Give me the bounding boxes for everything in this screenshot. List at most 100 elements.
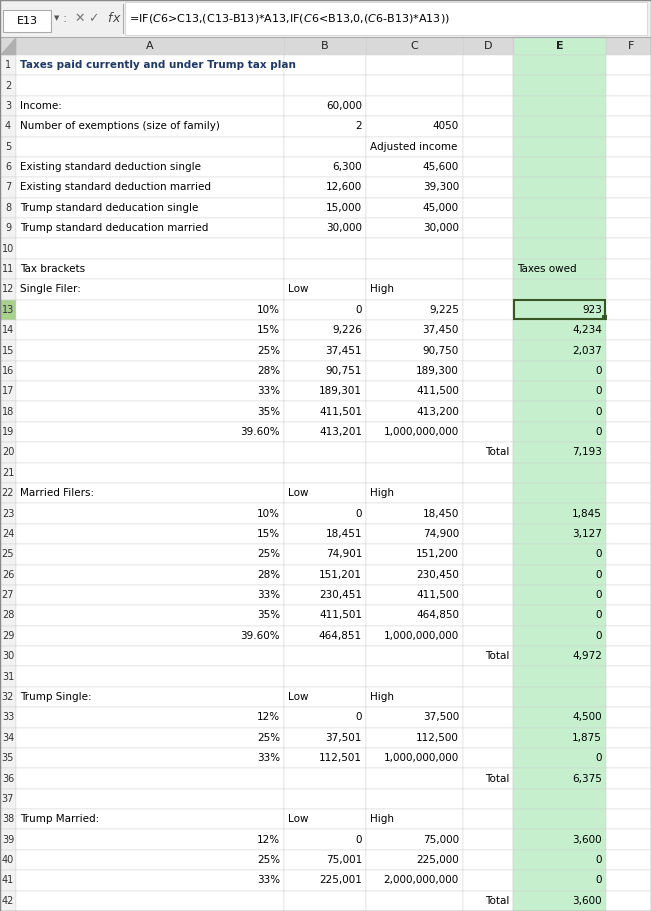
Bar bbox=[463, 422, 513, 442]
Text: F: F bbox=[628, 41, 634, 51]
Bar bbox=[284, 891, 366, 911]
Bar bbox=[606, 687, 651, 707]
Bar bbox=[16, 361, 284, 381]
Bar bbox=[366, 565, 463, 585]
Text: 4,972: 4,972 bbox=[572, 651, 602, 661]
Bar bbox=[463, 748, 513, 768]
Bar bbox=[284, 667, 366, 687]
Text: 189,300: 189,300 bbox=[416, 366, 459, 376]
Bar bbox=[463, 646, 513, 667]
Text: 0: 0 bbox=[596, 753, 602, 763]
Text: 189,301: 189,301 bbox=[319, 386, 362, 396]
Bar bbox=[284, 504, 366, 524]
Bar bbox=[606, 789, 651, 809]
Text: 33%: 33% bbox=[257, 590, 280, 600]
Text: 17: 17 bbox=[2, 386, 14, 396]
Bar bbox=[284, 748, 366, 768]
Text: 411,500: 411,500 bbox=[416, 590, 459, 600]
Bar bbox=[606, 76, 651, 96]
Bar bbox=[284, 830, 366, 850]
Text: A: A bbox=[146, 41, 154, 51]
Text: 45,000: 45,000 bbox=[423, 203, 459, 213]
Bar bbox=[366, 361, 463, 381]
Bar bbox=[0, 524, 16, 544]
Text: 15: 15 bbox=[2, 345, 14, 355]
Text: Low: Low bbox=[288, 488, 309, 498]
Text: 60,000: 60,000 bbox=[326, 101, 362, 111]
Text: 4: 4 bbox=[5, 121, 11, 131]
Bar bbox=[513, 157, 606, 178]
Bar bbox=[513, 402, 606, 422]
Bar bbox=[513, 687, 606, 707]
Text: 12: 12 bbox=[2, 284, 14, 294]
Bar bbox=[513, 748, 606, 768]
Bar bbox=[284, 442, 366, 463]
Bar bbox=[284, 157, 366, 178]
Text: 3: 3 bbox=[5, 101, 11, 111]
Text: 6: 6 bbox=[5, 162, 11, 172]
Bar bbox=[463, 707, 513, 728]
Bar bbox=[0, 789, 16, 809]
Bar bbox=[0, 748, 16, 768]
Text: 90,750: 90,750 bbox=[422, 345, 459, 355]
Text: 36: 36 bbox=[2, 773, 14, 783]
Text: 0: 0 bbox=[596, 549, 602, 559]
Bar bbox=[366, 422, 463, 442]
Text: E13: E13 bbox=[16, 16, 38, 26]
Bar bbox=[513, 37, 606, 55]
Text: ✓: ✓ bbox=[88, 12, 98, 25]
Text: 75,001: 75,001 bbox=[326, 855, 362, 865]
Bar bbox=[284, 259, 366, 279]
Bar bbox=[463, 544, 513, 565]
Bar bbox=[366, 728, 463, 748]
Bar bbox=[513, 259, 606, 279]
Bar bbox=[366, 667, 463, 687]
Bar bbox=[366, 239, 463, 259]
Text: 33%: 33% bbox=[257, 875, 280, 885]
Bar bbox=[0, 0, 651, 37]
Bar bbox=[606, 218, 651, 239]
Bar bbox=[606, 239, 651, 259]
Bar bbox=[463, 178, 513, 198]
Text: 8: 8 bbox=[5, 203, 11, 213]
Bar bbox=[0, 809, 16, 830]
Bar bbox=[0, 667, 16, 687]
Text: 413,201: 413,201 bbox=[319, 427, 362, 437]
Bar bbox=[606, 768, 651, 789]
Bar bbox=[284, 809, 366, 830]
Text: 20: 20 bbox=[2, 447, 14, 457]
Bar bbox=[0, 279, 16, 300]
Bar bbox=[0, 320, 16, 341]
Bar bbox=[16, 483, 284, 504]
Text: Taxes owed: Taxes owed bbox=[517, 264, 577, 274]
Bar bbox=[606, 157, 651, 178]
Text: 25: 25 bbox=[2, 549, 14, 559]
Bar bbox=[463, 605, 513, 626]
Bar bbox=[284, 483, 366, 504]
Bar bbox=[284, 402, 366, 422]
Bar bbox=[0, 402, 16, 422]
Text: 15%: 15% bbox=[257, 529, 280, 539]
Bar bbox=[513, 218, 606, 239]
Bar bbox=[606, 748, 651, 768]
Text: Low: Low bbox=[288, 814, 309, 824]
Bar bbox=[284, 300, 366, 320]
Bar bbox=[284, 55, 366, 76]
Bar bbox=[0, 463, 16, 483]
Bar bbox=[16, 626, 284, 646]
Bar bbox=[463, 728, 513, 748]
Text: High: High bbox=[370, 488, 394, 498]
Text: 15%: 15% bbox=[257, 325, 280, 335]
Text: 0: 0 bbox=[596, 427, 602, 437]
Text: 37: 37 bbox=[2, 793, 14, 804]
Text: x: x bbox=[112, 12, 119, 25]
Bar bbox=[0, 504, 16, 524]
Bar bbox=[284, 116, 366, 137]
Bar bbox=[606, 320, 651, 341]
Text: Taxes paid currently and under Trump tax plan: Taxes paid currently and under Trump tax… bbox=[20, 60, 296, 70]
Bar bbox=[16, 544, 284, 565]
Text: 4050: 4050 bbox=[433, 121, 459, 131]
Text: Existing standard deduction married: Existing standard deduction married bbox=[20, 182, 211, 192]
Polygon shape bbox=[1, 38, 15, 54]
Bar bbox=[366, 178, 463, 198]
